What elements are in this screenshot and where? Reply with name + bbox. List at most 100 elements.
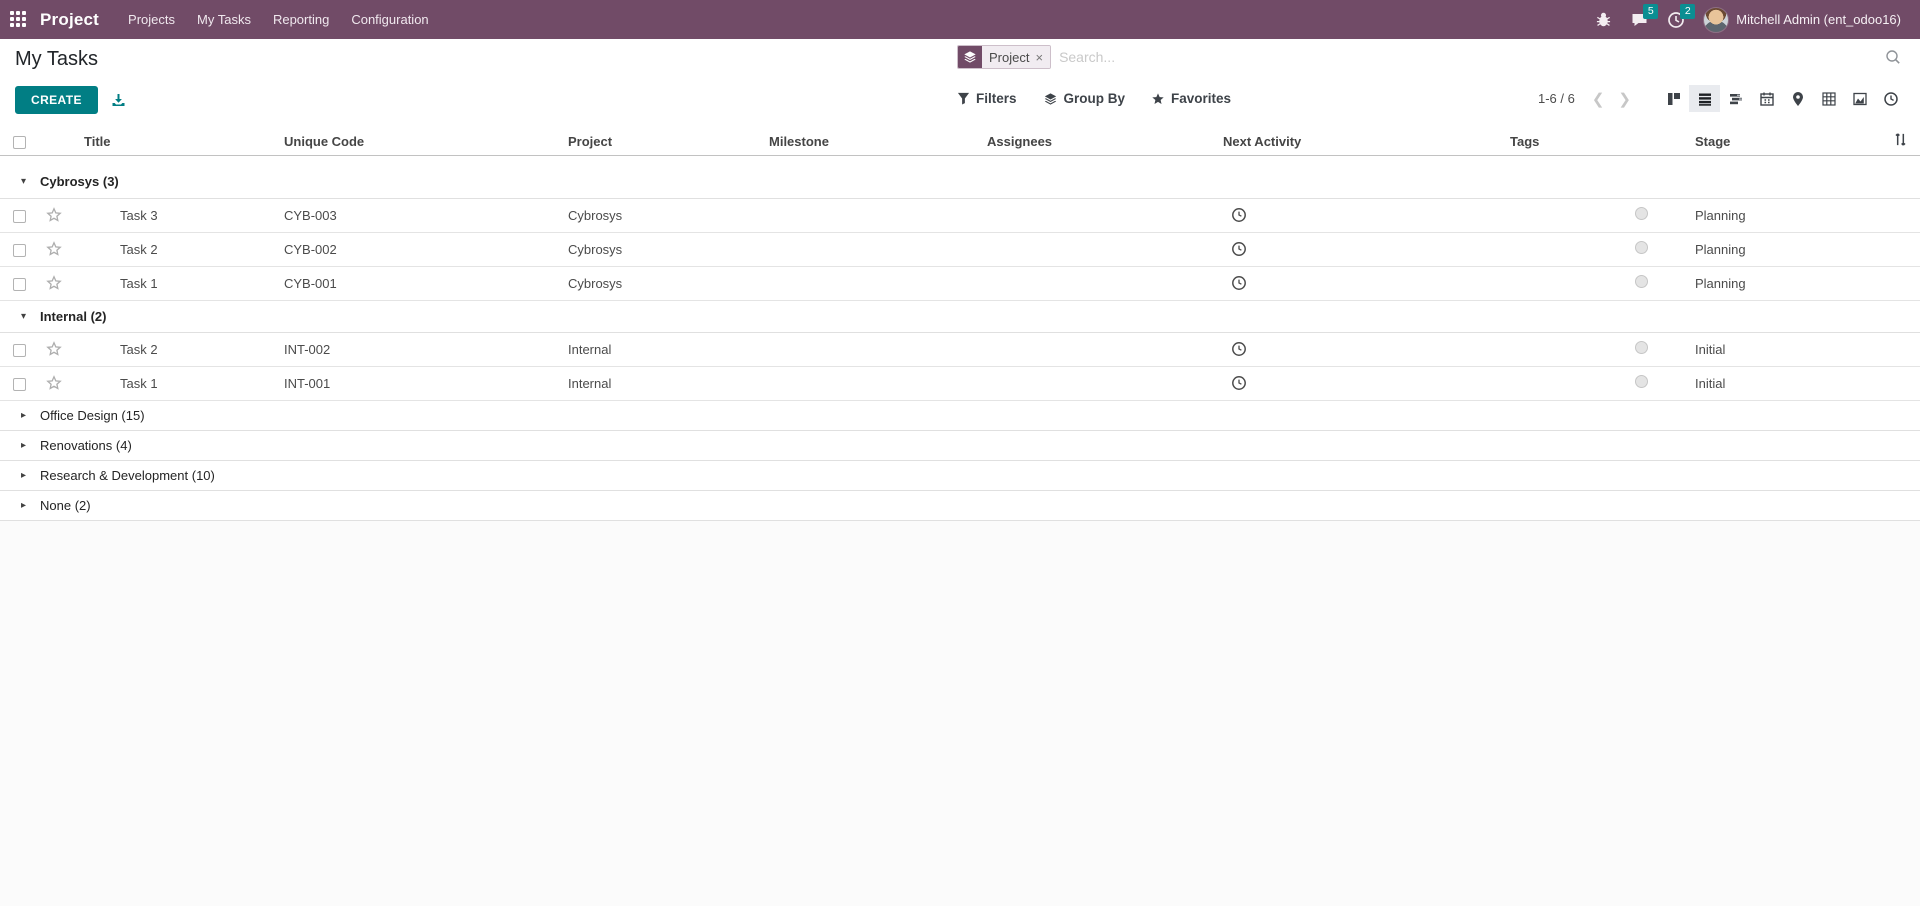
cell-milestone[interactable] bbox=[769, 266, 987, 301]
view-switch-calendar[interactable] bbox=[1751, 85, 1782, 112]
apps-menu-icon[interactable] bbox=[10, 10, 28, 29]
menu-configuration[interactable]: Configuration bbox=[351, 12, 429, 27]
cell-unique-code[interactable]: CYB-002 bbox=[284, 232, 568, 267]
cell-project[interactable]: Cybrosys bbox=[568, 232, 769, 267]
column-header-assignees[interactable]: Assignees bbox=[987, 128, 1223, 156]
task-row[interactable]: Task 1 INT-001 Internal Initial bbox=[0, 366, 1920, 401]
task-row[interactable]: Task 3 CYB-003 Cybrosys Planning bbox=[0, 198, 1920, 233]
column-header-next-activity[interactable]: Next Activity bbox=[1223, 128, 1510, 156]
status-circle-icon[interactable] bbox=[1635, 207, 1648, 220]
export-icon[interactable] bbox=[110, 92, 127, 108]
group-row[interactable]: ▸ Office Design (15) bbox=[0, 400, 1920, 431]
view-switch-graph[interactable] bbox=[1844, 85, 1875, 112]
search-icon[interactable] bbox=[1882, 46, 1904, 68]
cell-stage[interactable]: Planning bbox=[1695, 232, 1880, 267]
next-activity-clock-icon[interactable] bbox=[1231, 207, 1247, 223]
messages-menu[interactable]: 5 bbox=[1623, 0, 1659, 39]
cell-unique-code[interactable]: CYB-003 bbox=[284, 198, 568, 233]
cell-title[interactable]: Task 2 bbox=[84, 332, 284, 367]
activities-menu[interactable]: 2 bbox=[1660, 0, 1696, 39]
cell-tags[interactable] bbox=[1510, 366, 1627, 401]
cell-stage[interactable]: Initial bbox=[1695, 366, 1880, 401]
filters-button[interactable]: Filters bbox=[957, 91, 1017, 106]
select-all-checkbox[interactable] bbox=[13, 135, 26, 149]
cell-next-activity[interactable] bbox=[1223, 332, 1510, 367]
status-circle-icon[interactable] bbox=[1635, 341, 1648, 354]
facet-remove-icon[interactable]: × bbox=[1035, 49, 1044, 65]
cell-unique-code[interactable]: INT-002 bbox=[284, 332, 568, 367]
cell-next-activity[interactable] bbox=[1223, 232, 1510, 267]
optional-columns-icon[interactable] bbox=[1893, 132, 1908, 147]
favorite-star-icon[interactable] bbox=[40, 375, 62, 391]
status-circle-icon[interactable] bbox=[1635, 275, 1648, 288]
cell-stage[interactable]: Initial bbox=[1695, 332, 1880, 367]
menu-reporting[interactable]: Reporting bbox=[272, 12, 330, 27]
cell-unique-code[interactable]: INT-001 bbox=[284, 366, 568, 401]
favorites-button[interactable]: Favorites bbox=[1151, 91, 1231, 106]
next-activity-clock-icon[interactable] bbox=[1231, 375, 1247, 391]
favorite-star-icon[interactable] bbox=[40, 241, 62, 257]
cell-stage[interactable]: Planning bbox=[1695, 198, 1880, 233]
cell-title[interactable]: Task 3 bbox=[84, 198, 284, 233]
cell-title[interactable]: Task 1 bbox=[84, 366, 284, 401]
pager-next-button[interactable]: ❯ bbox=[1611, 90, 1638, 108]
cell-title[interactable]: Task 1 bbox=[84, 266, 284, 301]
row-checkbox[interactable] bbox=[13, 209, 26, 223]
cell-assignees[interactable] bbox=[987, 332, 1223, 367]
cell-tags[interactable] bbox=[1510, 232, 1627, 267]
row-checkbox[interactable] bbox=[13, 343, 26, 357]
cell-milestone[interactable] bbox=[769, 332, 987, 367]
cell-tags[interactable] bbox=[1510, 198, 1627, 233]
group-row[interactable]: ▾ Internal (2) bbox=[0, 300, 1920, 333]
group-row[interactable]: ▸ Research & Development (10) bbox=[0, 460, 1920, 491]
cell-tags[interactable] bbox=[1510, 266, 1627, 301]
cell-assignees[interactable] bbox=[987, 266, 1223, 301]
task-row[interactable]: Task 2 CYB-002 Cybrosys Planning bbox=[0, 232, 1920, 267]
view-switch-map[interactable] bbox=[1782, 85, 1813, 112]
column-header-unique-code[interactable]: Unique Code bbox=[284, 128, 568, 156]
column-header-stage[interactable]: Stage bbox=[1695, 128, 1880, 156]
column-header-tags[interactable]: Tags bbox=[1510, 128, 1627, 156]
cell-unique-code[interactable]: CYB-001 bbox=[284, 266, 568, 301]
group-row[interactable]: ▸ None (2) bbox=[0, 490, 1920, 521]
cell-project[interactable]: Internal bbox=[568, 332, 769, 367]
favorite-star-icon[interactable] bbox=[40, 207, 62, 223]
next-activity-clock-icon[interactable] bbox=[1231, 341, 1247, 357]
task-row[interactable]: Task 2 INT-002 Internal Initial bbox=[0, 332, 1920, 367]
cell-assignees[interactable] bbox=[987, 198, 1223, 233]
cell-tags[interactable] bbox=[1510, 332, 1627, 367]
menu-projects[interactable]: Projects bbox=[128, 12, 176, 27]
cell-assignees[interactable] bbox=[987, 232, 1223, 267]
row-checkbox[interactable] bbox=[13, 243, 26, 257]
view-switch-list[interactable] bbox=[1689, 85, 1720, 112]
group-by-button[interactable]: Group By bbox=[1043, 91, 1125, 106]
task-row[interactable]: Task 1 CYB-001 Cybrosys Planning bbox=[0, 266, 1920, 301]
debug-bug-icon[interactable] bbox=[1588, 0, 1619, 39]
status-circle-icon[interactable] bbox=[1635, 241, 1648, 254]
column-header-title[interactable]: Title bbox=[84, 128, 284, 156]
cell-milestone[interactable] bbox=[769, 366, 987, 401]
app-name[interactable]: Project bbox=[40, 9, 100, 29]
cell-next-activity[interactable] bbox=[1223, 198, 1510, 233]
favorite-star-icon[interactable] bbox=[40, 275, 62, 291]
column-header-project[interactable]: Project bbox=[568, 128, 769, 156]
column-header-milestone[interactable]: Milestone bbox=[769, 128, 987, 156]
search-input[interactable] bbox=[1051, 49, 1882, 65]
view-switch-gantt[interactable] bbox=[1720, 85, 1751, 112]
next-activity-clock-icon[interactable] bbox=[1231, 275, 1247, 291]
group-row[interactable]: ▾ Cybrosys (3) bbox=[0, 166, 1920, 199]
cell-milestone[interactable] bbox=[769, 232, 987, 267]
row-checkbox[interactable] bbox=[13, 277, 26, 291]
search-facet-project[interactable]: Project × bbox=[957, 45, 1052, 69]
row-checkbox[interactable] bbox=[13, 377, 26, 391]
view-switch-pivot[interactable] bbox=[1813, 85, 1844, 112]
status-circle-icon[interactable] bbox=[1635, 375, 1648, 388]
user-menu[interactable]: Mitchell Admin (ent_odoo16) bbox=[1696, 0, 1912, 39]
cell-project[interactable]: Internal bbox=[568, 366, 769, 401]
cell-project[interactable]: Cybrosys bbox=[568, 198, 769, 233]
pager-previous-button[interactable]: ❮ bbox=[1585, 90, 1612, 108]
cell-next-activity[interactable] bbox=[1223, 366, 1510, 401]
cell-stage[interactable]: Planning bbox=[1695, 266, 1880, 301]
cell-milestone[interactable] bbox=[769, 198, 987, 233]
cell-project[interactable]: Cybrosys bbox=[568, 266, 769, 301]
